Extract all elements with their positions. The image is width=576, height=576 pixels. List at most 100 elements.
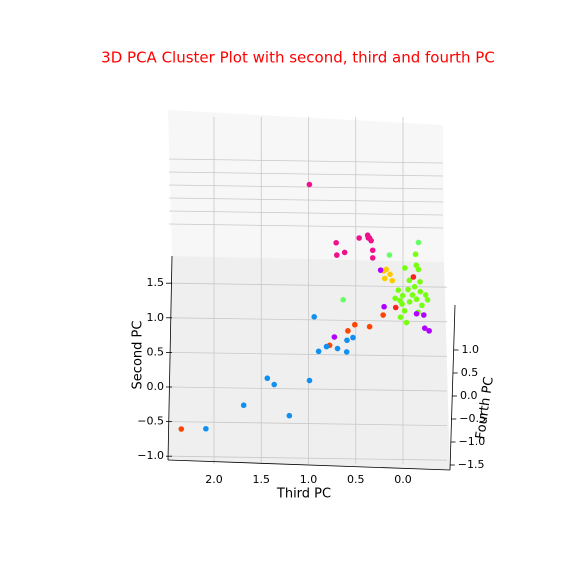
point bbox=[411, 283, 418, 290]
point bbox=[405, 286, 411, 293]
point bbox=[397, 314, 404, 321]
point bbox=[410, 274, 417, 280]
grid-line bbox=[168, 158, 444, 164]
grid-line bbox=[168, 197, 444, 203]
z-tick-label: 0.0 bbox=[460, 389, 478, 402]
point bbox=[341, 249, 348, 256]
y-tick-label: 0.0 bbox=[147, 380, 165, 393]
point bbox=[413, 296, 420, 303]
point bbox=[334, 252, 340, 258]
point bbox=[409, 292, 416, 298]
point bbox=[306, 377, 313, 384]
point bbox=[203, 425, 209, 432]
point bbox=[368, 237, 374, 244]
point bbox=[306, 181, 313, 188]
point bbox=[421, 325, 428, 331]
z-axis-label: Fourth PC bbox=[473, 376, 497, 440]
point bbox=[345, 328, 351, 334]
point bbox=[406, 299, 413, 305]
point bbox=[331, 334, 338, 340]
point bbox=[395, 287, 402, 293]
point bbox=[323, 343, 330, 350]
y-tick-label: −1.0 bbox=[137, 449, 164, 462]
point bbox=[383, 266, 390, 273]
point bbox=[343, 349, 350, 355]
point bbox=[420, 312, 427, 318]
z-tick-label: −0.5 bbox=[459, 412, 486, 425]
point bbox=[399, 292, 406, 299]
y-axis-line bbox=[167, 255, 173, 461]
chart-title: 3D PCA Cluster Plot with second, third a… bbox=[101, 49, 495, 67]
x-tick-label: 1.0 bbox=[300, 473, 318, 486]
point bbox=[369, 255, 376, 261]
point bbox=[386, 252, 393, 258]
point bbox=[369, 247, 376, 254]
point bbox=[381, 303, 387, 310]
point bbox=[392, 304, 399, 311]
point bbox=[412, 251, 419, 258]
x-tick-label: 0.0 bbox=[394, 473, 412, 486]
x-tick-label: 2.0 bbox=[205, 473, 223, 486]
point bbox=[399, 301, 405, 307]
grid-line bbox=[168, 210, 444, 216]
grid-line bbox=[169, 282, 448, 288]
z-tick-label: 1.0 bbox=[462, 343, 480, 356]
x-axis-line bbox=[167, 459, 451, 471]
point bbox=[315, 348, 322, 355]
point bbox=[271, 381, 278, 388]
point bbox=[311, 314, 318, 320]
y-tick-label: 1.5 bbox=[147, 276, 165, 289]
point bbox=[333, 239, 339, 246]
point bbox=[286, 412, 293, 419]
point bbox=[340, 296, 346, 303]
grid-line bbox=[169, 455, 448, 461]
point bbox=[402, 265, 408, 271]
point bbox=[366, 323, 373, 330]
point bbox=[334, 345, 341, 352]
point bbox=[344, 337, 350, 344]
point bbox=[240, 402, 247, 409]
point bbox=[387, 271, 393, 278]
grid-line bbox=[168, 184, 444, 190]
point bbox=[422, 292, 429, 298]
grid: 0.0 0.5 1.0 1.5 2.0 −1.0 −0.5 0.0 0.5 1.0 1.5 −1.5 −… bbox=[137, 117, 486, 486]
floor-pane bbox=[168, 256, 450, 470]
point bbox=[413, 262, 420, 269]
point bbox=[377, 267, 384, 273]
point bbox=[356, 235, 362, 241]
point bbox=[417, 288, 424, 295]
point bbox=[415, 239, 422, 246]
x-axis-label: Third PC bbox=[276, 487, 331, 502]
grid-line bbox=[169, 421, 448, 426]
grid-line bbox=[168, 223, 444, 229]
point bbox=[178, 426, 185, 432]
point bbox=[424, 297, 431, 303]
point bbox=[389, 277, 396, 284]
point bbox=[403, 319, 410, 326]
grid-line bbox=[169, 317, 448, 323]
z-tick-label: 0.5 bbox=[461, 366, 479, 379]
y-axis-label: Second PC bbox=[131, 321, 146, 390]
point bbox=[406, 277, 413, 284]
point bbox=[264, 375, 271, 382]
grid-line bbox=[169, 386, 448, 392]
x-tick-label: 1.5 bbox=[253, 473, 271, 486]
point bbox=[401, 307, 408, 314]
z-tick-label: −1.0 bbox=[459, 435, 486, 448]
y-tick-label: −0.5 bbox=[137, 415, 164, 428]
point bbox=[352, 321, 358, 328]
x-tick-label: 0.5 bbox=[347, 473, 365, 486]
point bbox=[417, 279, 423, 285]
point bbox=[350, 334, 356, 341]
grid-line bbox=[168, 171, 444, 177]
point bbox=[392, 295, 398, 302]
z-axis-line bbox=[449, 304, 456, 471]
grid-line bbox=[169, 352, 448, 357]
point bbox=[380, 312, 386, 318]
point bbox=[413, 310, 420, 317]
points bbox=[178, 181, 432, 432]
back-pane bbox=[168, 110, 444, 262]
point bbox=[426, 328, 432, 334]
point bbox=[419, 302, 425, 309]
